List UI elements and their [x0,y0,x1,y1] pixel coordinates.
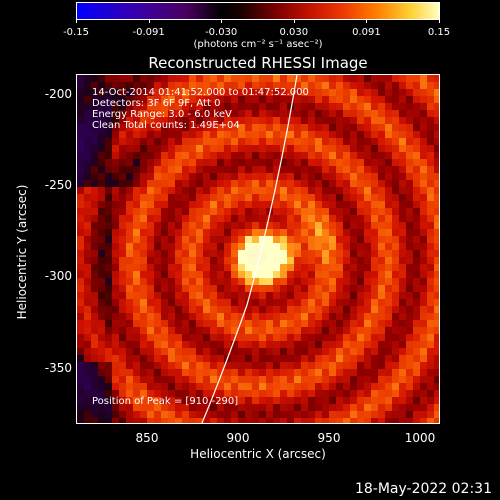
x-tick-label: 1000 [404,431,436,445]
image-canvas [77,75,439,423]
colorbar-tick-label: -0.030 [205,27,238,38]
colorbar-tick-label: 0.15 [427,27,451,38]
colorbar-unit: (photons cm⁻² s⁻¹ asec⁻²) [193,39,323,50]
x-tick-label: 850 [135,431,159,445]
detectors-info: Detectors: 3F 6F 9F, Att 0 [92,98,221,109]
x-tick-label: 900 [226,431,250,445]
colorbar-tick-label: -0.15 [63,27,89,38]
y-tick-label: -300 [44,269,72,283]
colorbar-tick [148,19,150,23]
y-tick-label: -350 [44,361,72,375]
y-tick-label: -200 [44,87,72,101]
colorbar-tick-label: 0.030 [279,27,309,38]
solar-limb [201,75,298,423]
clean-total-counts: Clean Total counts: 1.49E+04 [92,120,240,131]
y-tick-label: -250 [44,178,72,192]
colorbar-tick-label: -0.091 [132,27,165,38]
rhessi-image-plot [76,74,440,424]
peak-source [247,246,267,266]
y-axis-label: Heliocentric Y (arcsec) [15,184,29,320]
footer-date: 18-May-2022 02:31 [354,481,492,497]
colorbar [76,2,440,20]
colorbar-tick [76,19,77,23]
image-title: Reconstructed RHESSI Image [148,54,368,72]
colorbar-tick [293,19,295,23]
colorbar-tick-label: 0.091 [352,27,381,38]
x-tick-label: 950 [317,431,341,445]
x-axis-label: Heliocentric X (arcsec) [190,447,326,461]
colorbar-tick [366,19,368,23]
observation-time: 14-Oct-2014 01:41:52.000 to 01:47:52.000 [92,87,309,98]
energy-range: Energy Range: 3.0 - 6.0 keV [92,109,232,120]
colorbar-tick [221,19,223,23]
peak-position: Position of Peak = [910,-290] [92,396,239,407]
colorbar-tick [439,19,440,23]
